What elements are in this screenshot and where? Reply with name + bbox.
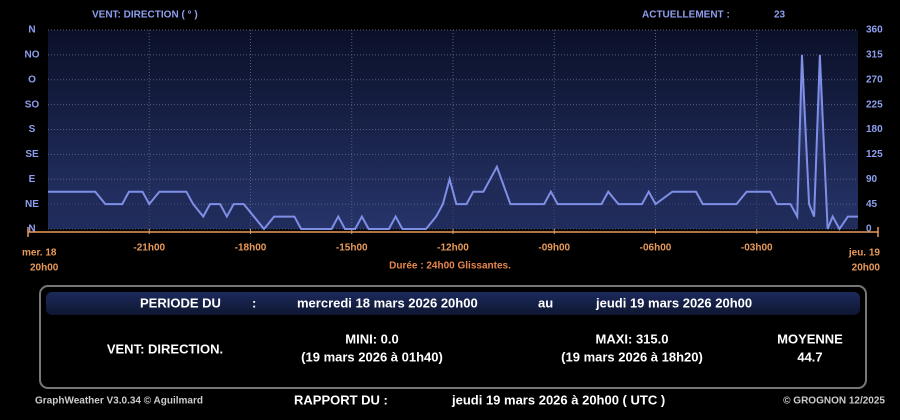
end-day: jeu. 19 xyxy=(848,248,881,259)
x-tick-label: -06h00 xyxy=(640,243,672,254)
maxi-date: (19 mars 2026 à 18h20) xyxy=(561,349,703,364)
period-end: jeudi 19 mars 2026 20h00 xyxy=(595,295,752,310)
y-tick-label: NO xyxy=(25,50,40,61)
au: au xyxy=(538,295,553,310)
maxi: MAXI: 315.0 xyxy=(596,331,669,346)
x-tick-label: -09h00 xyxy=(538,243,570,254)
y-tick-label: E xyxy=(29,174,36,185)
y2-tick-label: 0 xyxy=(866,224,872,235)
current-label: ACTUELLEMENT : xyxy=(642,10,730,21)
mean-label: MOYENNE xyxy=(777,331,843,346)
y-tick-label: O xyxy=(28,74,36,85)
y-tick-label: NE xyxy=(25,199,39,210)
start-time: 20h00 xyxy=(30,263,59,274)
mean: 44.7 xyxy=(797,349,822,364)
report-label: RAPPORT DU : xyxy=(294,392,388,407)
y-tick-label: N xyxy=(28,224,35,235)
report-date: jeudi 19 mars 2026 à 20h00 ( UTC ) xyxy=(451,392,665,407)
y-tick-label: S xyxy=(29,124,36,135)
duration: Durée : 24h00 Glissantes. xyxy=(389,261,511,272)
parameter: VENT: DIRECTION. xyxy=(107,341,223,356)
series-line xyxy=(48,54,858,231)
y2-tick-label: 360 xyxy=(866,25,883,36)
y2-tick-label: 225 xyxy=(866,99,883,110)
period-label: PERIODE DU xyxy=(140,295,221,310)
y2-tick-label: 180 xyxy=(866,124,883,135)
y2-tick-label: 45 xyxy=(866,199,878,210)
period-start: mercredi 18 mars 2026 20h00 xyxy=(297,295,478,310)
colon: : xyxy=(252,295,256,310)
software: GraphWeather V3.0.34 © Aguilmard xyxy=(35,396,203,407)
x-tick-label: -03h00 xyxy=(741,243,773,254)
end-time: 20h00 xyxy=(852,263,881,274)
chart-title: VENT: DIRECTION ( ° ) xyxy=(92,10,198,21)
y-tick-label: SE xyxy=(25,149,39,160)
y2-tick-label: 315 xyxy=(866,50,883,61)
y-tick-label: SO xyxy=(25,99,40,110)
current-value: 23 xyxy=(774,10,786,21)
x-tick-label: -15h00 xyxy=(336,243,368,254)
mini: MINI: 0.0 xyxy=(345,331,398,346)
x-tick-label: -18h00 xyxy=(235,243,267,254)
y2-tick-label: 125 xyxy=(866,149,883,160)
y2-tick-label: 90 xyxy=(866,174,878,185)
x-tick-label: -21h00 xyxy=(133,243,165,254)
x-tick-label: -12h00 xyxy=(437,243,469,254)
y-tick-label: N xyxy=(28,25,35,36)
start-day: mer. 18 xyxy=(22,248,57,259)
y2-tick-label: 270 xyxy=(866,74,883,85)
copyright: © GROGNON 12/2025 xyxy=(783,396,885,407)
report-header xyxy=(46,292,860,315)
mini-date: (19 mars 2026 à 01h40) xyxy=(301,349,443,364)
